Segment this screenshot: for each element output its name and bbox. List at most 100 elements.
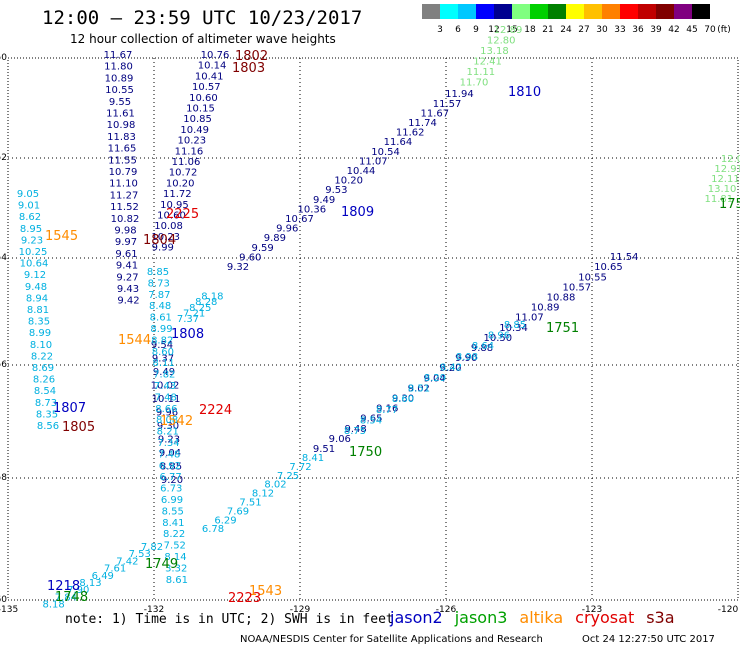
swh-value: 7.84 (55, 592, 77, 603)
swh-value: 10.95 (160, 200, 189, 211)
color-scale-tick: 3 (437, 25, 443, 35)
color-scale-tick: 39 (650, 25, 662, 35)
swh-value: 8.60 (392, 394, 414, 405)
pass-time-jason3: 1749 (145, 557, 178, 572)
swh-value: 9.65 (360, 414, 382, 425)
swh-value: 7.87 (148, 290, 170, 301)
swh-value: 8.28 (195, 297, 217, 308)
legend-item-jason2: jason2 (390, 608, 443, 627)
swh-value: 10.36 (297, 204, 326, 215)
footer-credit: NOAA/NESDIS Center for Satellite Applica… (240, 634, 543, 645)
footer-timestamp: Oct 24 12:27:50 UTC 2017 (582, 634, 715, 645)
swh-value: 8.61 (150, 313, 172, 324)
swh-value: 11.62 (396, 128, 425, 139)
swh-value: 8.54 (360, 415, 382, 426)
pass-time-cryosat: 1804 (143, 233, 176, 248)
swh-value: 8.12 (252, 489, 274, 500)
track-j3_diag2_mid: 8.758.548.778.608.518.298.428.988.648.96… (344, 320, 526, 437)
swh-value: 10.23 (151, 232, 180, 243)
swh-value: 8.73 (35, 398, 57, 409)
swh-value: 12.80 (487, 36, 516, 47)
swh-value: 7.82 (141, 542, 163, 553)
color-swatch (422, 4, 440, 19)
swh-value: 8.13 (79, 578, 101, 589)
swh-value: 9.23 (21, 235, 43, 246)
color-swatch (548, 4, 566, 19)
swh-value: 10.76 (201, 50, 230, 61)
longitude-label: -132 (144, 605, 164, 612)
swh-value: 8.85 (147, 267, 169, 278)
swh-value: 11.64 (384, 137, 413, 148)
swh-value: 9.05 (17, 189, 39, 200)
swh-value: 8.77 (376, 405, 398, 416)
swh-value: 9.20 (439, 363, 461, 374)
swh-value: 8.25 (189, 303, 211, 314)
swh-value: 9.96 (156, 408, 178, 419)
latitude-label: 58 (0, 473, 7, 483)
swh-value: 7.48 (155, 392, 177, 403)
latitude-label: 50 (0, 53, 7, 63)
swh-value: 8.41 (302, 453, 324, 464)
swh-value: 10.64 (20, 259, 49, 270)
swh-value: 10.82 (111, 214, 140, 225)
footnote: note: 1) Time is in UTC; 2) SWH is in fe… (65, 612, 394, 627)
swh-value: 10.44 (347, 166, 376, 177)
swh-value: 12.0 (721, 154, 740, 165)
map-gridlines (7, 57, 739, 601)
swh-value: 10.79 (109, 167, 138, 178)
track-j2_diag1_low: 7.377.218.258.288.18 (177, 292, 224, 325)
color-scale-tick: 6 (455, 25, 461, 35)
pass-time-jason3: 1748 (55, 590, 88, 605)
swh-value: 10.08 (154, 221, 183, 232)
swh-value: 9.88 (471, 343, 493, 354)
swh-value: 7.69 (227, 506, 249, 517)
swh-value: 12.11 (711, 174, 740, 185)
swh-value: 12.41 (473, 57, 502, 68)
color-swatch (602, 4, 620, 19)
swh-value: 11.65 (108, 144, 137, 155)
swh-value: 10.11 (152, 394, 181, 405)
pass-time-cryosat: 1802 (235, 49, 268, 64)
swh-value: 8.11 (152, 358, 174, 369)
swh-value: 10.25 (19, 247, 48, 258)
swh-value: 11.07 (359, 156, 388, 167)
color-scale-tick: 9 (473, 25, 479, 35)
swh-value: 11.52 (110, 202, 139, 213)
swh-value: 9.48 (25, 282, 47, 293)
swh-value: 9.49 (313, 195, 335, 206)
swh-value: 8.26 (33, 375, 55, 386)
swh-value: 8.82 (151, 335, 173, 346)
color-swatch (530, 4, 548, 19)
swh-value: 9.41 (116, 261, 138, 272)
swh-value: 7.21 (183, 308, 205, 319)
pass-time-jason2: 1810 (508, 85, 541, 100)
pass-time-jason2: 1808 (171, 327, 204, 342)
swh-value: 9.23 (158, 435, 180, 446)
swh-value: 6.92 (159, 461, 181, 472)
swh-value: 6.73 (160, 484, 182, 495)
swh-value: 9.49 (153, 367, 175, 378)
pass-time-jason2: 1809 (341, 205, 374, 220)
swh-value: 8.99 (29, 328, 51, 339)
swh-value: 8.29 (424, 373, 446, 384)
swh-value: 9.30 (157, 421, 179, 432)
swh-value: 10.85 (183, 114, 212, 125)
swh-value: 9.27 (116, 272, 138, 283)
pass-time-jason3: 1750 (349, 445, 382, 460)
swh-value: 10.60 (189, 93, 218, 104)
swh-value: 6.78 (202, 524, 224, 535)
swh-value: 10.34 (499, 323, 528, 334)
swh-value: 13.10 (708, 184, 737, 195)
swh-value: 8.99 (150, 324, 172, 335)
pass-time-jason3: 175 (719, 197, 740, 212)
swh-value: 10.49 (180, 125, 209, 136)
swh-value: 7.43 (154, 381, 176, 392)
swh-value: 8.41 (162, 518, 184, 529)
swh-value: 11.67 (420, 108, 449, 119)
swh-value: 8.66 (155, 404, 177, 415)
color-scale-tick: 27 (578, 25, 590, 35)
pass-time-cryosat: 1803 (232, 61, 265, 76)
swh-value: 10.67 (285, 214, 314, 225)
pass-time-jason2: 1807 (53, 401, 86, 416)
